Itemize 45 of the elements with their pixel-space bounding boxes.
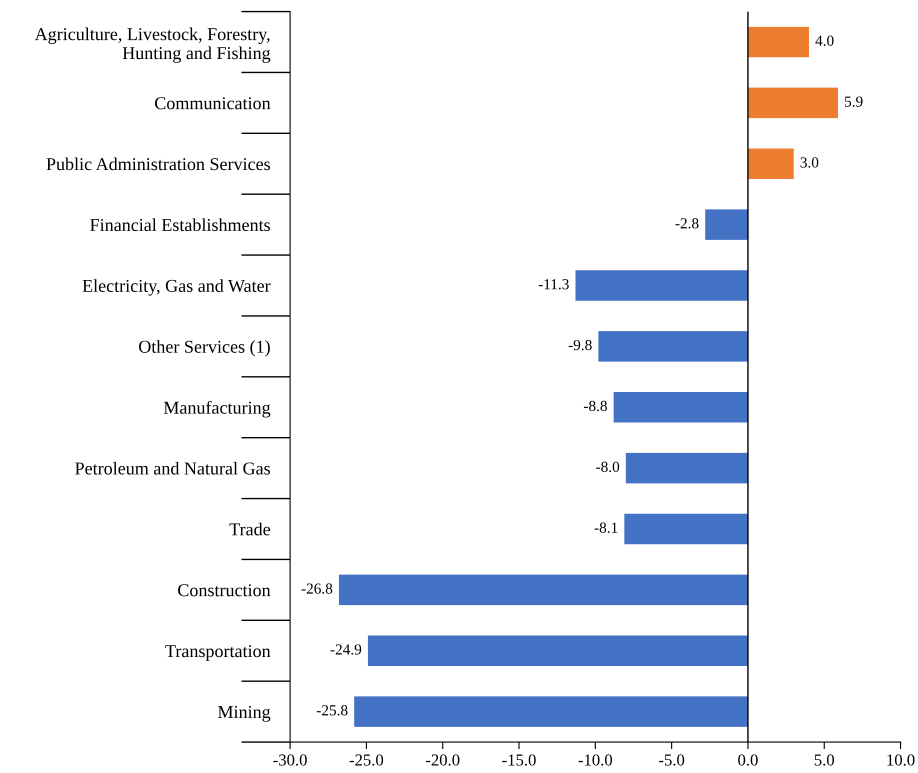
- y-tick-label: Public Administration Services: [46, 158, 270, 170]
- x-tick-label: -10.0: [578, 754, 612, 766]
- bar: [705, 209, 748, 240]
- y-tick-label: Other Services (1): [139, 340, 270, 357]
- data-label: -11.3: [538, 279, 569, 290]
- data-label: -9.8: [568, 340, 592, 350]
- x-tick-label: -20.0: [426, 754, 460, 766]
- y-tick-label: Communication: [155, 97, 270, 110]
- data-label: -26.8: [302, 583, 332, 594]
- bar: [354, 696, 748, 727]
- y-tick-label: Agriculture, Livestock, Forestry, Hunting and Fishing: [34, 28, 270, 63]
- bar: [748, 88, 838, 118]
- x-tick-label: -5.0: [659, 754, 684, 766]
- y-tick-label: Mining: [218, 706, 270, 722]
- data-label: -24.9: [330, 644, 362, 655]
- data-label: -8.1: [594, 522, 618, 533]
- bar: [614, 392, 748, 422]
- data-label: -2.8: [675, 218, 699, 229]
- x-tick-label: 0.0: [738, 754, 758, 766]
- data-label: -25.8: [316, 705, 348, 716]
- bar: [748, 148, 794, 179]
- data-label: -8.8: [584, 400, 607, 412]
- y-tick-label: Trade: [230, 522, 270, 536]
- y-tick-label: Petroleum and Natural Gas: [75, 462, 270, 475]
- bar: [338, 574, 748, 606]
- data-label: 3.0: [800, 157, 818, 168]
- bar: [626, 452, 748, 484]
- y-tick-label: Electricity, Gas and Water: [82, 279, 270, 296]
- y-tick-label: Construction: [178, 584, 270, 596]
- bar: [624, 514, 748, 544]
- y-tick-label: Manufacturing: [164, 400, 270, 418]
- bar: [748, 26, 809, 58]
- data-label: -8.0: [596, 462, 620, 472]
- y-tick-label: Financial Establishments: [90, 218, 270, 232]
- x-tick-label: 10.0: [887, 754, 915, 766]
- x-tick-label: -25.0: [350, 754, 384, 766]
- data-label: 4.0: [815, 36, 834, 46]
- bar: [368, 636, 748, 666]
- bar: [575, 270, 748, 301]
- x-tick-label: -30.0: [273, 754, 307, 766]
- x-tick-label: 5.0: [814, 754, 834, 766]
- data-label: 5.9: [844, 96, 863, 107]
- y-tick-label: Transportation: [165, 645, 270, 661]
- bar: [598, 331, 748, 362]
- x-tick-label: -15.0: [502, 754, 536, 766]
